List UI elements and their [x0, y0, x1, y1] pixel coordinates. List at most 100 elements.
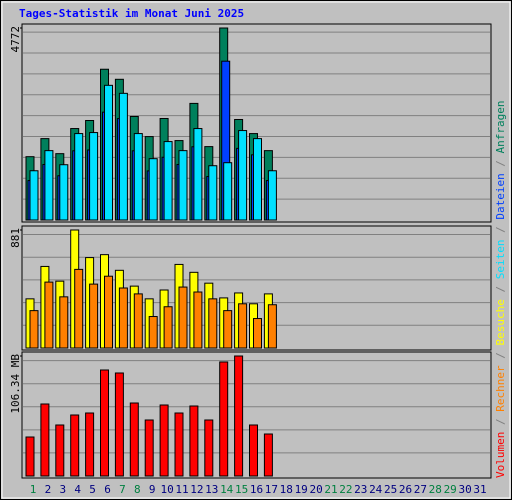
legend-entry: Besuche [494, 299, 507, 345]
x-tick-label: 7 [119, 483, 126, 496]
chart-title: Tages-Statistik im Monat Juni 2025 [19, 7, 244, 20]
bar [253, 318, 262, 349]
x-tick-label: 13 [205, 483, 218, 496]
bar [114, 372, 124, 477]
bar [223, 310, 233, 349]
bar [204, 419, 214, 477]
bar [104, 84, 113, 221]
bar [89, 132, 99, 221]
x-tick-label: 26 [399, 483, 412, 496]
x-tick-label: 18 [280, 483, 293, 496]
x-tick-label: 5 [89, 483, 96, 496]
x-tick-label: 10 [160, 483, 173, 496]
legend: Volumen / Rechner / Besuche / Seiten / D… [494, 100, 507, 478]
bar [59, 296, 69, 349]
legend-entry: Rechner [494, 365, 507, 412]
bar [193, 128, 203, 221]
x-tick-label: 15 [235, 483, 248, 496]
x-tick-label: 1 [30, 483, 37, 496]
bar [118, 287, 128, 349]
x-tick-label: 29 [444, 483, 457, 496]
bar [189, 405, 199, 477]
bar [74, 268, 84, 349]
bar [118, 92, 128, 221]
x-tick-label: 2 [45, 483, 52, 496]
bar [44, 281, 54, 349]
legend-separator: / [494, 346, 507, 366]
x-tick-label: 3 [59, 483, 66, 496]
bar [267, 170, 277, 221]
y-tick-label: 4772 [9, 26, 22, 53]
bar [249, 424, 258, 477]
legend-separator: / [494, 412, 507, 432]
x-tick-label: 30 [458, 483, 471, 496]
bar [44, 150, 54, 221]
bar [144, 419, 154, 477]
x-tick-label: 17 [265, 483, 278, 496]
bar [70, 414, 80, 477]
bar [238, 303, 248, 349]
x-tick-label: 24 [369, 483, 383, 496]
x-tick-label: 11 [175, 483, 188, 496]
bar [178, 150, 188, 221]
legend-separator: / [494, 279, 507, 299]
bar [208, 298, 218, 349]
x-tick-label: 27 [414, 483, 427, 496]
bar [163, 141, 173, 221]
x-tick-label: 9 [149, 483, 156, 496]
bar [219, 361, 229, 477]
x-tick-label: 14 [220, 483, 234, 496]
x-tick-label: 4 [74, 483, 81, 496]
x-tick-label: 20 [309, 483, 322, 496]
x-tick-label: 19 [295, 483, 308, 496]
bar [208, 165, 218, 221]
y-tick-label: 106.34 MB [9, 354, 22, 414]
bar [129, 402, 139, 477]
x-tick-label: 25 [384, 483, 397, 496]
bar [148, 158, 158, 221]
bar [59, 164, 69, 221]
legend-entry: Anfragen [494, 100, 507, 153]
bar [85, 412, 95, 477]
x-tick-label: 22 [339, 483, 352, 496]
bar [148, 316, 158, 349]
bar [193, 291, 203, 349]
y-tick-label: 881 [9, 228, 22, 248]
legend-entry: Seiten [494, 240, 507, 280]
legend-entry: Volumen [494, 432, 507, 478]
x-tick-label: 23 [354, 483, 367, 496]
x-tick-label: 6 [104, 483, 111, 496]
x-tick-label: 12 [190, 483, 203, 496]
bar [55, 424, 65, 477]
bar [178, 286, 188, 349]
bar [29, 310, 39, 349]
bar [133, 293, 143, 349]
bar [159, 404, 169, 477]
bar [133, 133, 143, 221]
legend-entry: Dateien [494, 173, 507, 219]
bar [234, 355, 244, 477]
bar [74, 133, 84, 221]
bar [40, 403, 50, 477]
bar [263, 433, 273, 477]
bar [238, 130, 248, 221]
bar [104, 275, 113, 349]
bar [29, 170, 39, 221]
bar [100, 369, 109, 477]
bar [89, 283, 99, 349]
x-tick-label: 8 [134, 483, 141, 496]
bar [174, 412, 184, 477]
bar [25, 436, 35, 477]
bar [253, 138, 262, 221]
legend-separator: / [494, 153, 507, 173]
x-tick-label: 16 [250, 483, 263, 496]
bar [163, 306, 173, 349]
legend-separator: / [494, 220, 507, 240]
bar [223, 162, 233, 221]
x-tick-label: 31 [473, 483, 486, 496]
bar [267, 304, 277, 349]
x-tick-label: 28 [429, 483, 442, 496]
x-tick-label: 21 [324, 483, 337, 496]
